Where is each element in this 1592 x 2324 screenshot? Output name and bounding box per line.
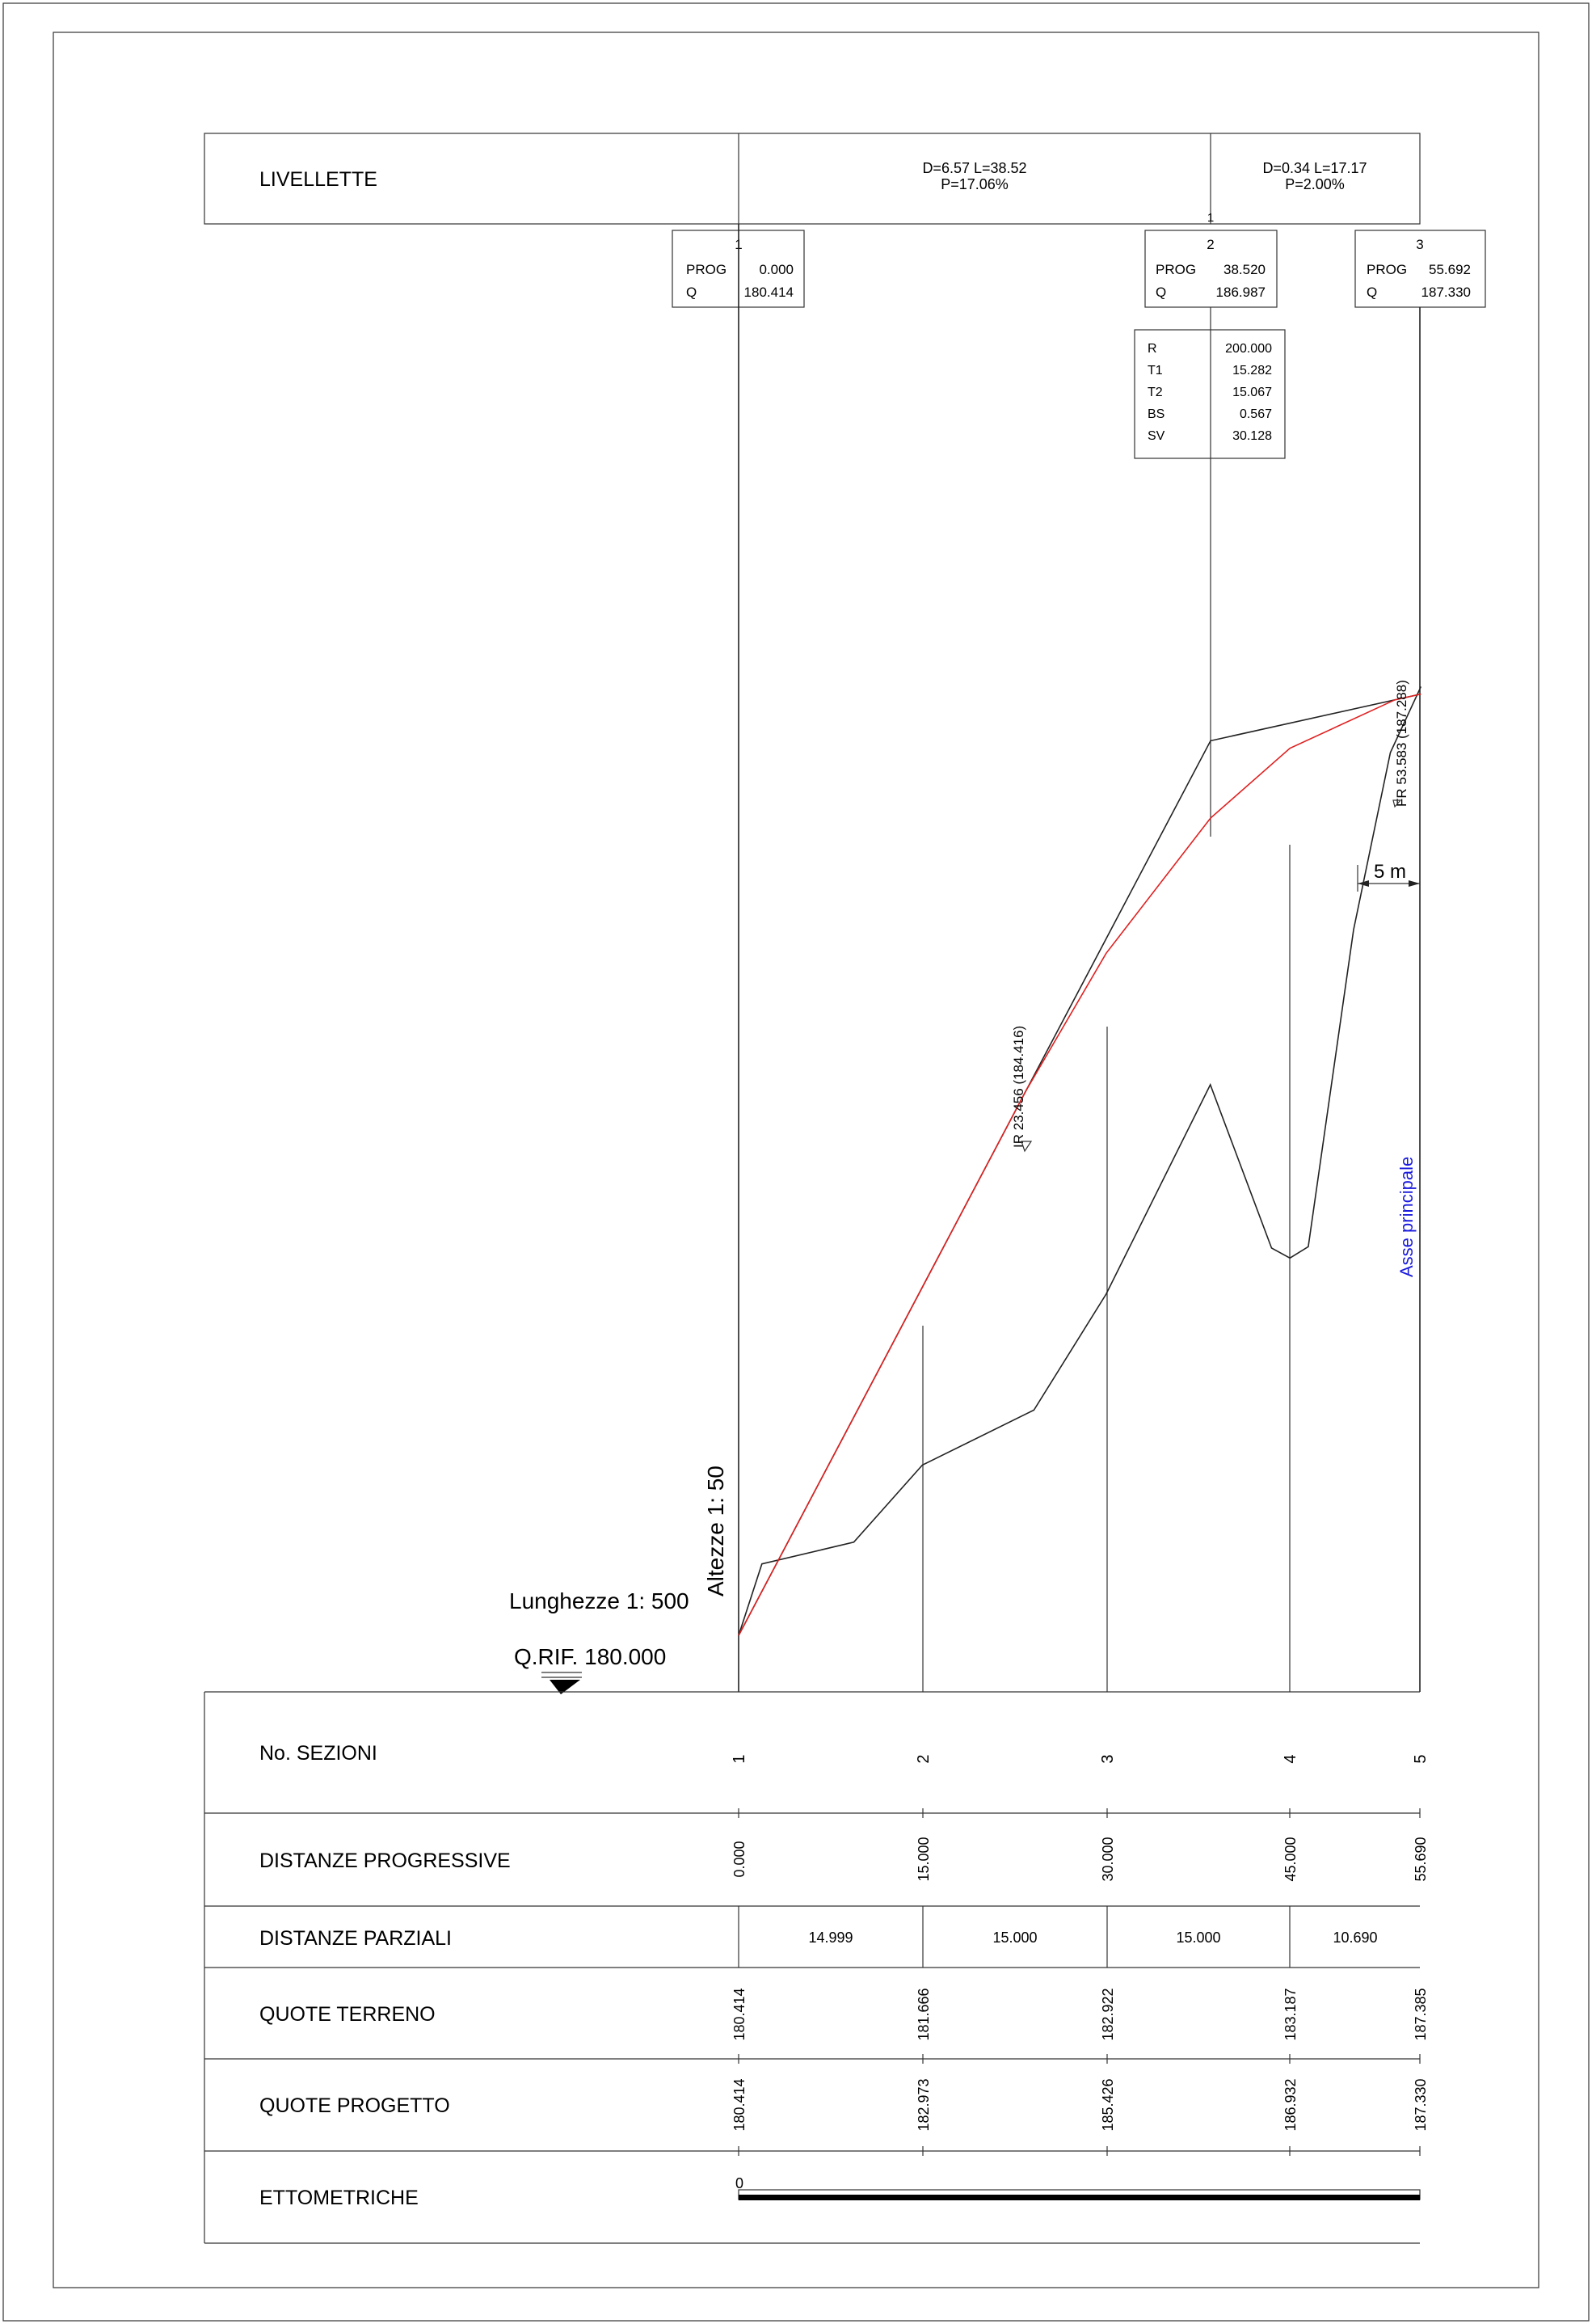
axis-name-label: Asse principale: [1396, 1157, 1417, 1277]
qrif-symbol: [541, 1672, 582, 1694]
curve-r-label: R: [1148, 342, 1157, 356]
progetto-4: 186.932: [1282, 2078, 1299, 2131]
vertex-3-prog: 55.692: [1429, 262, 1471, 277]
terreno-1: 180.414: [731, 1988, 748, 2040]
sezione-4: 4: [1282, 1754, 1299, 1763]
vertex-3-prog-label: PROG: [1367, 262, 1407, 277]
progetto-2: 182.973: [916, 2078, 932, 2131]
progressiva-3: 30.000: [1100, 1837, 1116, 1881]
terreno-3: 182.922: [1100, 1988, 1116, 2040]
sezione-2: 2: [915, 1754, 933, 1763]
curve-sv-value: 30.128: [1232, 429, 1272, 443]
sezione-5: 5: [1412, 1754, 1430, 1763]
row-label-ettometriche: ETTOMETRICHE: [259, 2187, 419, 2209]
design-profile-line: [738, 693, 1421, 1636]
curve-bs-label: BS: [1148, 407, 1165, 421]
vertex-1-prog-label: PROG: [686, 262, 727, 277]
fr-point-marker: [1392, 799, 1402, 808]
curve-t2-value: 15.067: [1232, 386, 1272, 399]
scale-bar-arrow-right: [1409, 880, 1420, 887]
vertex-box-2: 2 PROG 38.520 Q 186.987: [1144, 230, 1278, 308]
vertex-2-prog: 38.520: [1223, 262, 1266, 277]
parziale-3: 15.000: [1176, 1930, 1220, 1946]
sezione-3: 3: [1099, 1754, 1117, 1763]
terreno-2: 181.666: [916, 1988, 932, 2040]
row-label-terreno: QUOTE TERRENO: [259, 2003, 436, 2026]
vertex-3-q: 187.330: [1421, 285, 1471, 300]
fr-point-label: FR 53.583 (187.288): [1394, 680, 1409, 807]
sezione-1: 1: [731, 1754, 748, 1763]
vertex-1-q-label: Q: [686, 285, 697, 300]
curve-sv-label: SV: [1148, 429, 1165, 443]
progetto-5: 187.330: [1413, 2078, 1429, 2131]
ettometrica-bar-fill: [739, 2195, 1420, 2200]
table-tick-marks: [738, 1808, 1421, 2156]
ir-point-marker: [1021, 1141, 1033, 1153]
parziale-4: 10.690: [1333, 1930, 1377, 1946]
scale-bar-5m: 5 m: [1357, 861, 1420, 892]
row-label-progressive: DISTANZE PROGRESSIVE: [259, 1849, 511, 1872]
vertex-2-num: 2: [1207, 237, 1214, 252]
profile-plot: FR 53.583 (187.288) IR 23.456 (184.416) …: [738, 224, 1422, 1692]
vertex-2-prog-label: PROG: [1156, 262, 1196, 277]
vertex-1-q: 180.414: [744, 285, 794, 300]
qrif-label: Q.RIF. 180.000: [514, 1644, 666, 1669]
vertex-3-q-label: Q: [1367, 285, 1377, 300]
inner-frame: [53, 32, 1539, 2288]
livellette-band: LIVELLETTE D=6.57 L=38.52 P=17.06% D=0.3…: [204, 133, 1421, 225]
heights-scale-label: Altezze 1: 50: [703, 1466, 728, 1596]
vertical-curve-box: R 200.000 T1 15.282 T2 15.067 BS 0.567 S…: [1134, 329, 1286, 459]
vertex-box-3: 3 PROG 55.692 Q 187.330: [1354, 230, 1486, 308]
progressiva-4: 45.000: [1282, 1837, 1299, 1881]
qrif-triangle: [550, 1680, 580, 1694]
ettometrica-0: 0: [735, 2175, 743, 2191]
livellette-box: [204, 133, 1421, 225]
row-label-parziali: DISTANZE PARZIALI: [259, 1927, 452, 1950]
progressiva-5: 55.690: [1413, 1837, 1429, 1881]
lengths-scale-label: Lunghezze 1: 500: [509, 1588, 689, 1613]
progetto-1: 180.414: [731, 2078, 748, 2131]
scale-bar-label: 5 m: [1374, 861, 1406, 883]
progetto-3: 185.426: [1100, 2078, 1116, 2131]
livellette-seg1-dl: D=6.57 L=38.52: [922, 160, 1026, 176]
terreno-5: 187.385: [1413, 1988, 1429, 2040]
vertex-3-num: 3: [1416, 237, 1423, 252]
curve-box-frame: [1134, 329, 1286, 459]
ground-profile-line: [738, 686, 1422, 1636]
row-label-sezioni: No. SEZIONI: [259, 1742, 377, 1765]
parziale-1: 14.999: [808, 1930, 853, 1946]
vertex-2-q: 186.987: [1216, 285, 1266, 300]
livellette-label: LIVELLETTE: [259, 168, 377, 191]
scale-bar-arrow-left: [1358, 880, 1369, 887]
curve-t1-label: T1: [1148, 364, 1163, 377]
curve-bs-value: 0.567: [1240, 407, 1272, 421]
ir-point-label: IR 23.456 (184.416): [1011, 1026, 1026, 1148]
curve-r-value: 200.000: [1225, 342, 1272, 356]
vertex-2-q-label: Q: [1156, 285, 1166, 300]
profile-table: No. SEZIONI DISTANZE PROGRESSIVE DISTANZ…: [204, 1691, 1430, 2244]
parziale-2: 15.000: [992, 1930, 1037, 1946]
grade-line: [738, 693, 1421, 1636]
livellette-seg2-dl: D=0.34 L=17.17: [1262, 160, 1367, 176]
livellette-seg2-p: P=2.00%: [1285, 176, 1345, 192]
vertex-1-prog: 0.000: [759, 262, 794, 277]
curve-t2-label: T2: [1148, 386, 1163, 399]
row-label-progetto: QUOTE PROGETTO: [259, 2094, 450, 2117]
progressiva-2: 15.000: [916, 1837, 932, 1881]
livellette-seg1-p: P=17.06%: [941, 176, 1009, 192]
progressiva-1: 0.000: [731, 1841, 748, 1877]
terreno-4: 183.187: [1282, 1988, 1299, 2040]
livellette-vertex-marker: 1: [1207, 211, 1214, 225]
curve-t1-value: 15.282: [1232, 364, 1272, 377]
